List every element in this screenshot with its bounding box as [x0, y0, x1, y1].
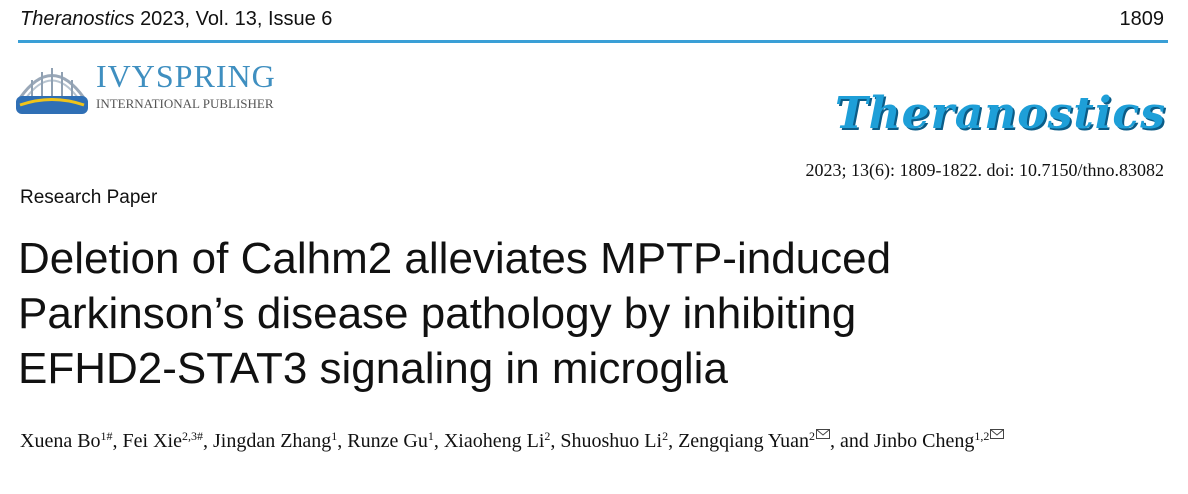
corresponding-icon [990, 429, 1005, 439]
author: Zengqiang Yuan2 , and [678, 429, 869, 452]
author-name: Xiaoheng Li [443, 430, 545, 452]
author-name: Shuoshuo Li [560, 430, 663, 452]
separator: , [112, 430, 118, 452]
journal-logo: Theranostics [834, 88, 1166, 139]
author: Xuena Bo1#, [20, 430, 118, 452]
author: Fei Xie2,3#, [123, 430, 208, 452]
separator: , [337, 430, 343, 452]
citation: 2023; 13(6): 1809-1822. doi: 10.7150/thn… [805, 160, 1165, 180]
author-list: Xuena Bo1#, Fei Xie2,3#, Jingdan Zhang1,… [20, 426, 1170, 456]
affiliation-mark: 2 [544, 429, 551, 443]
publisher-name: IVYSPRING [96, 58, 276, 94]
header-rule [18, 40, 1168, 43]
author: Jingdan Zhang1, [213, 430, 342, 452]
author: Runze Gu1, [347, 430, 439, 452]
publisher-logo-icon [16, 68, 88, 114]
issue-info: 2023, Vol. 13, Issue 6 [140, 8, 333, 30]
affiliation-mark: 1,2 [974, 429, 990, 443]
article-type: Research Paper [20, 187, 158, 208]
title-line: EFHD2-STAT3 signaling in microglia [18, 344, 728, 393]
author-name: Jingdan Zhang [212, 430, 332, 452]
author: Xiaoheng Li2, [444, 430, 556, 452]
author-name: Runze Gu [347, 430, 428, 452]
separator: , [550, 430, 556, 452]
affiliation-mark: 2 [808, 429, 815, 443]
affiliation-mark: 1 [427, 429, 434, 443]
author-name: Fei Xie [122, 430, 182, 452]
separator: , [433, 430, 439, 452]
affiliation-mark: 2 [662, 429, 669, 443]
separator: , and [829, 430, 869, 452]
running-header: Theranostics 2023, Vol. 13, Issue 6 [20, 8, 332, 31]
publisher-subtitle: INTERNATIONAL PUBLISHER [96, 96, 274, 111]
author-name: Zengqiang Yuan [678, 430, 809, 452]
separator: , [668, 430, 674, 452]
affiliation-mark: 1 [331, 429, 338, 443]
title-line: Parkinson’s disease pathology by inhibit… [18, 289, 857, 338]
affiliation-mark: 2,3# [181, 429, 203, 443]
journal-name: Theranostics [20, 8, 135, 30]
separator: , [202, 430, 208, 452]
title-line: Deletion of Calhm2 alleviates MPTP-induc… [18, 234, 892, 283]
author-name: Jinbo Cheng [873, 430, 975, 452]
corresponding-icon [815, 429, 830, 439]
affiliation-mark: 1# [100, 429, 113, 443]
author: Shuoshuo Li2, [560, 430, 673, 452]
author-name: Xuena Bo [20, 430, 101, 452]
page-number: 1809 [1119, 8, 1165, 30]
author: Jinbo Cheng1,2 [873, 429, 1005, 452]
